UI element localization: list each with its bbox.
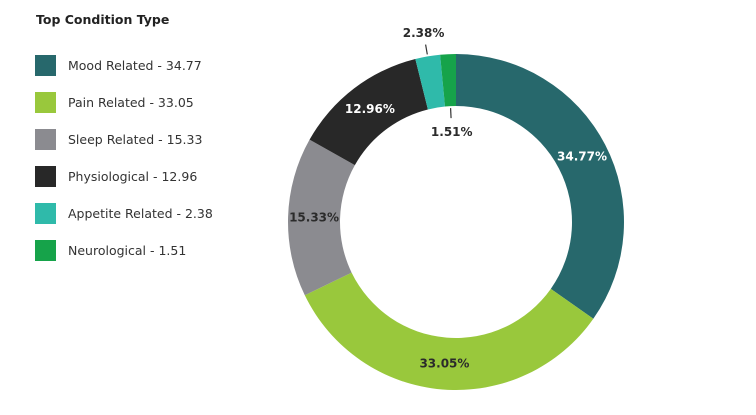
data-label: 34.77% [557, 150, 607, 164]
slice-appetite-related[interactable] [415, 54, 446, 110]
legend-swatch [35, 240, 56, 261]
legend: Mood Related - 34.77 Pain Related - 33.05… [35, 55, 213, 277]
slice-neurological[interactable] [440, 54, 456, 107]
slice-mood-related[interactable] [456, 54, 624, 319]
legend-label: Sleep Related - 15.33 [68, 132, 203, 147]
legend-item[interactable]: Mood Related - 34.77 [35, 55, 213, 76]
slice-pain-related[interactable] [304, 272, 594, 390]
legend-item[interactable]: Physiological - 12.96 [35, 166, 213, 187]
data-label: 15.33% [289, 211, 339, 225]
legend-label: Mood Related - 34.77 [68, 58, 202, 73]
legend-item[interactable]: Pain Related - 33.05 [35, 92, 213, 113]
legend-swatch [35, 166, 56, 187]
legend-item[interactable]: Sleep Related - 15.33 [35, 129, 213, 150]
slice-physiological[interactable] [309, 58, 428, 166]
chart-title: Top Condition Type [36, 12, 170, 27]
legend-label: Neurological - 1.51 [68, 243, 187, 258]
leader-line [425, 44, 428, 55]
legend-swatch [35, 92, 56, 113]
legend-label: Appetite Related - 2.38 [68, 206, 213, 221]
data-label: 2.38% [403, 26, 445, 40]
legend-label: Pain Related - 33.05 [68, 95, 194, 110]
legend-item[interactable]: Appetite Related - 2.38 [35, 203, 213, 224]
legend-swatch [35, 203, 56, 224]
data-label: 33.05% [419, 357, 469, 371]
data-label: 1.51% [431, 125, 473, 139]
slice-sleep-related[interactable] [288, 139, 355, 296]
legend-item[interactable]: Neurological - 1.51 [35, 240, 213, 261]
data-label: 12.96% [345, 102, 395, 116]
legend-label: Physiological - 12.96 [68, 169, 198, 184]
legend-swatch [35, 129, 56, 150]
legend-swatch [35, 55, 56, 76]
